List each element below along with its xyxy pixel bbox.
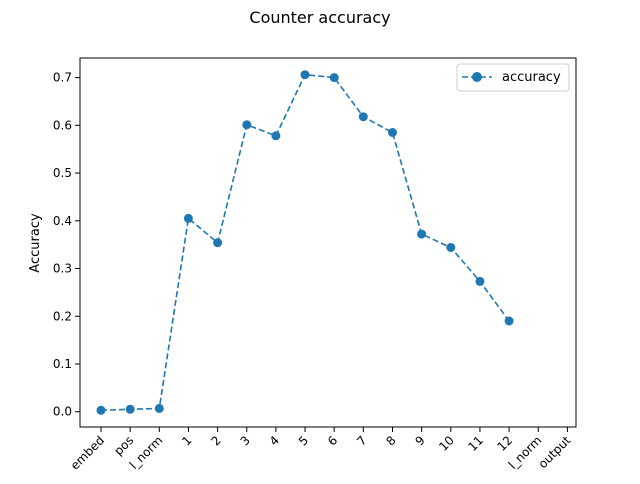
data-point bbox=[358, 112, 368, 122]
y-tick-label: 0.4 bbox=[53, 214, 72, 228]
data-point bbox=[213, 238, 223, 248]
y-tick-label: 0.3 bbox=[53, 262, 72, 276]
chart-title: Counter accuracy bbox=[249, 8, 390, 27]
y-tick-label: 0.7 bbox=[53, 71, 72, 85]
data-point bbox=[417, 229, 427, 239]
data-point bbox=[475, 276, 485, 286]
series-layer bbox=[96, 70, 514, 415]
data-point bbox=[271, 131, 281, 141]
legend-box bbox=[456, 63, 570, 92]
y-tick-label: 0.0 bbox=[53, 405, 72, 419]
data-point bbox=[300, 70, 310, 80]
y-axis-label: Accuracy bbox=[28, 213, 43, 273]
data-point bbox=[504, 316, 514, 326]
data-point bbox=[154, 403, 164, 413]
legend-label: accuracy bbox=[502, 70, 561, 85]
y-tick-label: 0.5 bbox=[53, 166, 72, 180]
y-tick-label: 0.6 bbox=[53, 118, 72, 132]
data-point bbox=[388, 128, 397, 137]
data-point bbox=[183, 213, 193, 223]
y-tick-label: 0.2 bbox=[53, 309, 72, 323]
y-axis-ticks: 0.0 0.1 0.2 0.3 0.4 0.5 0.6 0.7 bbox=[53, 71, 80, 419]
data-point bbox=[242, 120, 252, 130]
data-point bbox=[329, 73, 339, 83]
data-point bbox=[96, 405, 106, 415]
plot-frame bbox=[79, 57, 577, 428]
data-point bbox=[125, 404, 135, 414]
legend: accuracy bbox=[456, 63, 570, 92]
data-point bbox=[446, 243, 456, 252]
legend-marker bbox=[472, 72, 482, 82]
y-tick-label: 0.1 bbox=[53, 357, 72, 371]
